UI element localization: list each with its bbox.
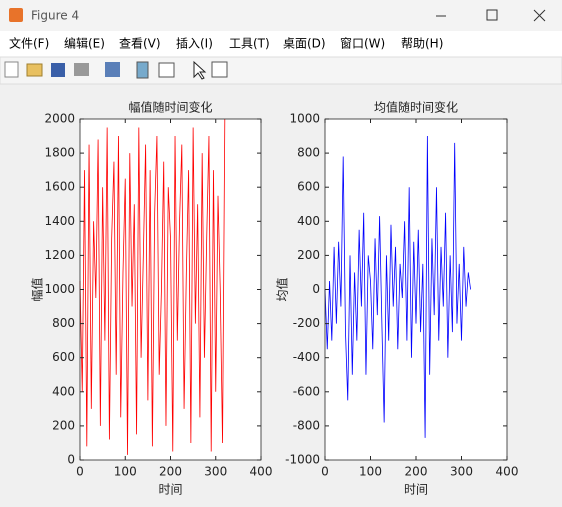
print-icon[interactable] xyxy=(74,63,89,76)
y-tick-label: -800 xyxy=(293,418,320,432)
y-tick-label: 200 xyxy=(52,418,75,432)
y-tick-label: 0 xyxy=(67,453,75,467)
chart-title: 均值随时间变化 xyxy=(374,100,458,115)
x-tick-label: 300 xyxy=(204,465,227,479)
menu-item[interactable]: 插入(I) xyxy=(176,37,213,51)
x-tick-label: 200 xyxy=(405,465,428,479)
y-axis-label: 均值 xyxy=(275,277,290,301)
open-icon[interactable] xyxy=(26,63,43,77)
data-line xyxy=(324,136,471,438)
y-tick-label: -400 xyxy=(293,350,320,364)
menu-item[interactable]: 窗口(W) xyxy=(340,37,385,51)
maximize-button[interactable] xyxy=(486,9,498,21)
close-button[interactable] xyxy=(533,9,546,22)
menu-item[interactable]: 查看(V) xyxy=(119,37,161,51)
save-icon[interactable] xyxy=(51,63,65,77)
menu-item[interactable]: 桌面(D) xyxy=(283,37,326,51)
window-title: Figure 4 xyxy=(31,9,79,23)
y-tick-label: -200 xyxy=(293,316,320,330)
menu-item[interactable]: 文件(F) xyxy=(9,36,49,51)
y-tick-label: 200 xyxy=(297,248,320,262)
y-tick-label: 2000 xyxy=(44,112,75,126)
y-tick-label: 1000 xyxy=(44,282,75,296)
x-tick-label: 400 xyxy=(496,465,519,479)
x-tick-label: 400 xyxy=(250,465,273,479)
link-icon[interactable] xyxy=(105,62,120,77)
menu-bar xyxy=(0,31,562,57)
chart-title: 幅值随时间变化 xyxy=(128,100,212,115)
y-axis-label: 幅值 xyxy=(30,277,45,301)
x-tick-label: 100 xyxy=(114,465,137,479)
menu-item[interactable]: 工具(T) xyxy=(229,37,270,51)
y-tick-label: 1600 xyxy=(44,180,75,194)
legend-icon[interactable] xyxy=(158,62,175,78)
x-tick-label: 0 xyxy=(76,465,84,479)
x-tick-label: 100 xyxy=(359,465,382,479)
menu-item[interactable]: 编辑(E) xyxy=(64,36,105,51)
new-icon[interactable] xyxy=(4,61,19,78)
x-axis-label: 时间 xyxy=(404,483,428,497)
colorbar-icon[interactable] xyxy=(136,61,149,79)
menu-group: 文件(F) 编辑(E) 查看(V) 插入(I) 工具(T) 桌面(D) 窗口(W) 帮助(H) xyxy=(9,36,443,51)
y-tick-label: 1800 xyxy=(44,146,75,160)
title-bar xyxy=(0,0,562,31)
y-tick-label: 800 xyxy=(297,146,320,160)
menu-item[interactable]: 帮助(H) xyxy=(401,37,443,51)
y-tick-label: 1000 xyxy=(289,112,320,126)
toolbar xyxy=(0,56,562,85)
y-tick-label: 800 xyxy=(52,316,75,330)
data-line xyxy=(79,118,226,455)
y-tick-label: -1000 xyxy=(285,453,320,467)
y-tick-label: 0 xyxy=(312,282,320,296)
x-tick-label: 300 xyxy=(450,465,473,479)
y-tick-label: 600 xyxy=(297,180,320,194)
y-tick-label: 400 xyxy=(297,214,320,228)
y-tick-label: 1400 xyxy=(44,214,75,228)
y-tick-label: -600 xyxy=(293,384,320,398)
y-tick-label: 600 xyxy=(52,350,75,364)
property-icon[interactable] xyxy=(211,61,228,78)
axes-background xyxy=(325,119,507,460)
x-axis-label: 时间 xyxy=(158,483,182,497)
y-tick-label: 1200 xyxy=(44,248,75,262)
y-tick-label: 400 xyxy=(52,384,75,398)
toolbar-icons xyxy=(4,60,228,80)
x-tick-label: 200 xyxy=(159,465,182,479)
x-tick-label: 0 xyxy=(321,465,329,479)
pointer-icon[interactable] xyxy=(193,60,207,80)
app-icon xyxy=(9,8,23,22)
